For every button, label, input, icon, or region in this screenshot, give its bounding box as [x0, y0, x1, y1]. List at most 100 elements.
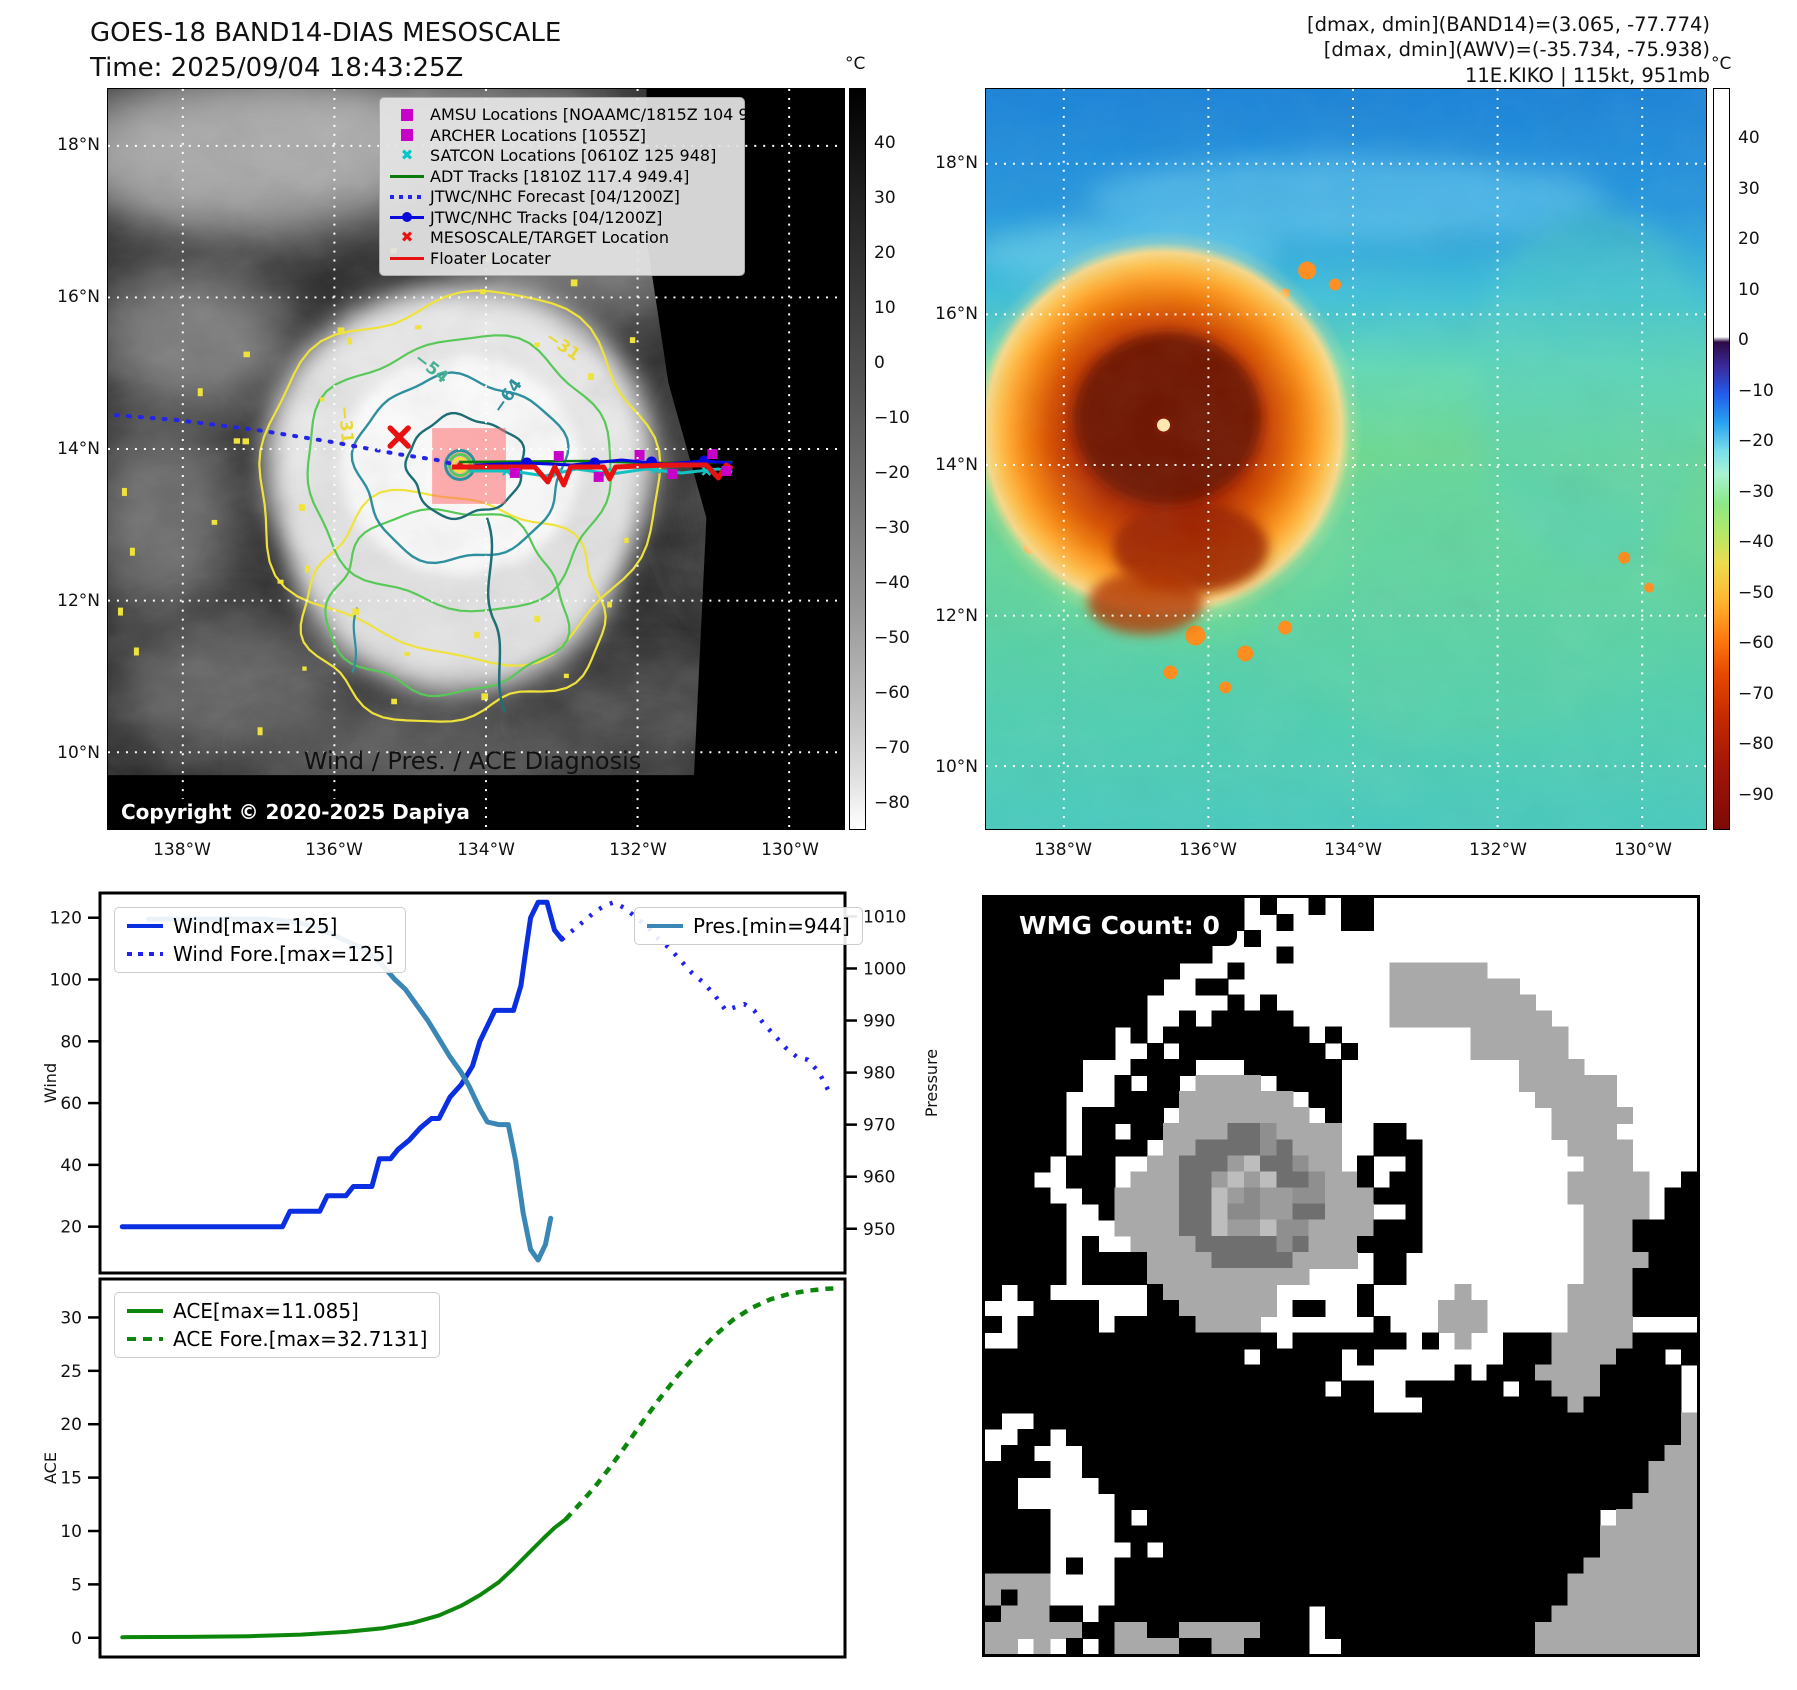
chart-legend-row: Wind Fore.[max=125]: [127, 942, 393, 966]
ace-legend: ACE[max=11.085] ACE Fore.[max=32.7131]: [114, 1292, 441, 1358]
right-map-lat-label: 10°N: [935, 757, 978, 777]
color-ir-map: [985, 88, 1707, 830]
legend-row: JTWC/NHC Tracks [04/1200Z]: [384, 208, 736, 228]
line-dot-marker-icon: [390, 212, 424, 222]
contour-label: −31: [335, 405, 358, 444]
right-map-lat-label: 16°N: [935, 304, 978, 324]
square-marker-icon: [401, 129, 413, 142]
wind-pressure-chart: 20 40 60 80 100 120 950 960 970 980 990 1000 1010 Win…: [41, 891, 941, 1275]
svg-text:0: 0: [71, 1629, 82, 1649]
left-map-lon-label: 134°W: [457, 840, 515, 860]
series-solid: [120, 1517, 568, 1640]
grayscale-colorbar-tick: −40: [874, 572, 910, 593]
grayscale-ir-canvas: −31−54−64−31: [108, 89, 844, 829]
left-map-lat-label: 10°N: [57, 743, 100, 763]
amsu-archer-squares: [509, 449, 732, 482]
grayscale-colorbar-tick: −10: [874, 407, 910, 428]
legend-marker-cell: [384, 108, 430, 121]
rainbow-colorbar-tick: 20: [1738, 229, 1760, 250]
svg-text:40: 40: [60, 1156, 82, 1176]
left-map-lon-label: 132°W: [609, 840, 667, 860]
x-marker-icon: ✖: [400, 146, 414, 165]
chart-title: Wind / Pres. / ACE Diagnosis: [303, 747, 642, 775]
grayscale-colorbar-tick: −80: [874, 792, 910, 813]
left-map-lat-label: 18°N: [57, 135, 100, 155]
svg-text:10: 10: [60, 1522, 82, 1542]
grayscale-colorbar-tick: 10: [874, 297, 896, 318]
chart-legend-swatch: [127, 1308, 163, 1314]
legend-marker-cell: ✖: [384, 148, 430, 163]
svg-text:ACE: ACE: [41, 1452, 60, 1484]
pressure-legend: Pres.[min=944]: [634, 907, 863, 945]
svg-text:20: 20: [60, 1415, 82, 1435]
chart-legend-row: Pres.[min=944]: [647, 914, 850, 938]
rainbow-colorbar-tick: −30: [1738, 481, 1774, 502]
legend-marker-cell: [384, 129, 430, 142]
svg-text:Wind: Wind: [41, 1063, 60, 1103]
left-panel-title: GOES-18 BAND14-DIAS MESOSCALE Time: 2025…: [90, 16, 561, 86]
left-map-lat-label: 16°N: [57, 287, 100, 307]
left-map-lon-label: 138°W: [153, 840, 211, 860]
legend-marker-cell: [384, 194, 430, 199]
storm-identity: 11E.KIKO | 115kt, 951mb: [1464, 63, 1710, 87]
wind-legend: Wind[max=125] Wind Fore.[max=125]: [114, 907, 407, 973]
svg-text:960: 960: [863, 1168, 895, 1188]
rainbow-colorbar-tick: 40: [1738, 128, 1760, 149]
right-map-lon-label: 136°W: [1179, 840, 1237, 860]
chart-legend-swatch: [647, 923, 683, 929]
svg-text:1010: 1010: [863, 907, 906, 927]
band14-dmax-dmin: [dmax, dmin](BAND14)=(3.065, -77.774): [1306, 13, 1710, 36]
chart-legend-label: Wind[max=125]: [173, 914, 338, 938]
rainbow-colorbar-tick: −80: [1738, 734, 1774, 755]
left-map-lat-label: 12°N: [57, 591, 100, 611]
rainbow-colorbar-tick: −40: [1738, 532, 1774, 553]
chart-legend-label: ACE Fore.[max=32.7131]: [173, 1327, 428, 1351]
chart-legend-swatch: [127, 923, 163, 929]
rainbow-colorbar-tick: −10: [1738, 380, 1774, 401]
legend-row: ✖ MESOSCALE/TARGET Location: [384, 228, 736, 248]
awv-dmax-dmin: [dmax, dmin](AWV)=(-35.734, -75.938): [1323, 38, 1710, 62]
grayscale-colorbar-tick: −70: [874, 737, 910, 758]
svg-text:990: 990: [863, 1012, 895, 1032]
line-marker-icon: [390, 174, 424, 178]
left-map-lon-label: 130°W: [761, 840, 819, 860]
left-map-lon-label: 136°W: [305, 840, 363, 860]
legend-item-label: AMSU Locations [NOAAMC/1815Z 104 973]: [430, 105, 776, 125]
legend-row: JTWC/NHC Forecast [04/1200Z]: [384, 187, 736, 207]
color-ir-grain-overlay: [986, 89, 1706, 829]
grayscale-colorbar-tick: 40: [874, 132, 896, 153]
rainbow-colorbar: [1713, 88, 1730, 830]
chart-legend-label: Wind Fore.[max=125]: [173, 942, 394, 966]
grayscale-colorbar-tick: −60: [874, 682, 910, 703]
legend-item-label: Floater Locater: [430, 248, 551, 268]
svg-text:980: 980: [863, 1064, 895, 1084]
legend-row: AMSU Locations [NOAAMC/1815Z 104 973]: [384, 105, 775, 125]
grayscale-colorbar-tick: −50: [874, 627, 910, 648]
track-cluster: [452, 449, 734, 488]
legend-marker-cell: [384, 256, 430, 260]
floater-locater-line: [452, 462, 734, 488]
legend-item-label: JTWC/NHC Tracks [04/1200Z]: [430, 207, 663, 227]
right-map-lat-label: 18°N: [935, 153, 978, 173]
svg-text:25: 25: [60, 1362, 82, 1382]
svg-text:60: 60: [60, 1094, 82, 1114]
svg-text:15: 15: [60, 1469, 82, 1489]
rainbow-colorbar-tick: 30: [1738, 178, 1760, 199]
dotted-marker-icon: [390, 194, 424, 199]
right-map-lat-label: 12°N: [935, 606, 978, 626]
svg-text:970: 970: [863, 1116, 895, 1136]
svg-text:30: 30: [60, 1308, 82, 1328]
svg-text:950: 950: [863, 1220, 895, 1240]
legend-row: Floater Locater: [384, 249, 736, 269]
legend-marker-cell: ✖: [384, 230, 430, 245]
legend-row: ADT Tracks [1810Z 117.4 949.4]: [384, 167, 736, 187]
wmg-count-badge: WMG Count: 0: [1002, 907, 1237, 946]
svg-text:Pressure: Pressure: [922, 1049, 941, 1117]
right-map-lon-label: 134°W: [1324, 840, 1382, 860]
legend-item-label: ADT Tracks [1810Z 117.4 949.4]: [430, 166, 690, 186]
legend-item-label: MESOSCALE/TARGET Location: [430, 228, 669, 248]
grayscale-ir-map: −31 −54 −64 −31: [107, 88, 845, 830]
timestamp: Time: 2025/09/04 18:43:25Z: [90, 53, 464, 84]
line-marker-icon: [390, 256, 424, 260]
